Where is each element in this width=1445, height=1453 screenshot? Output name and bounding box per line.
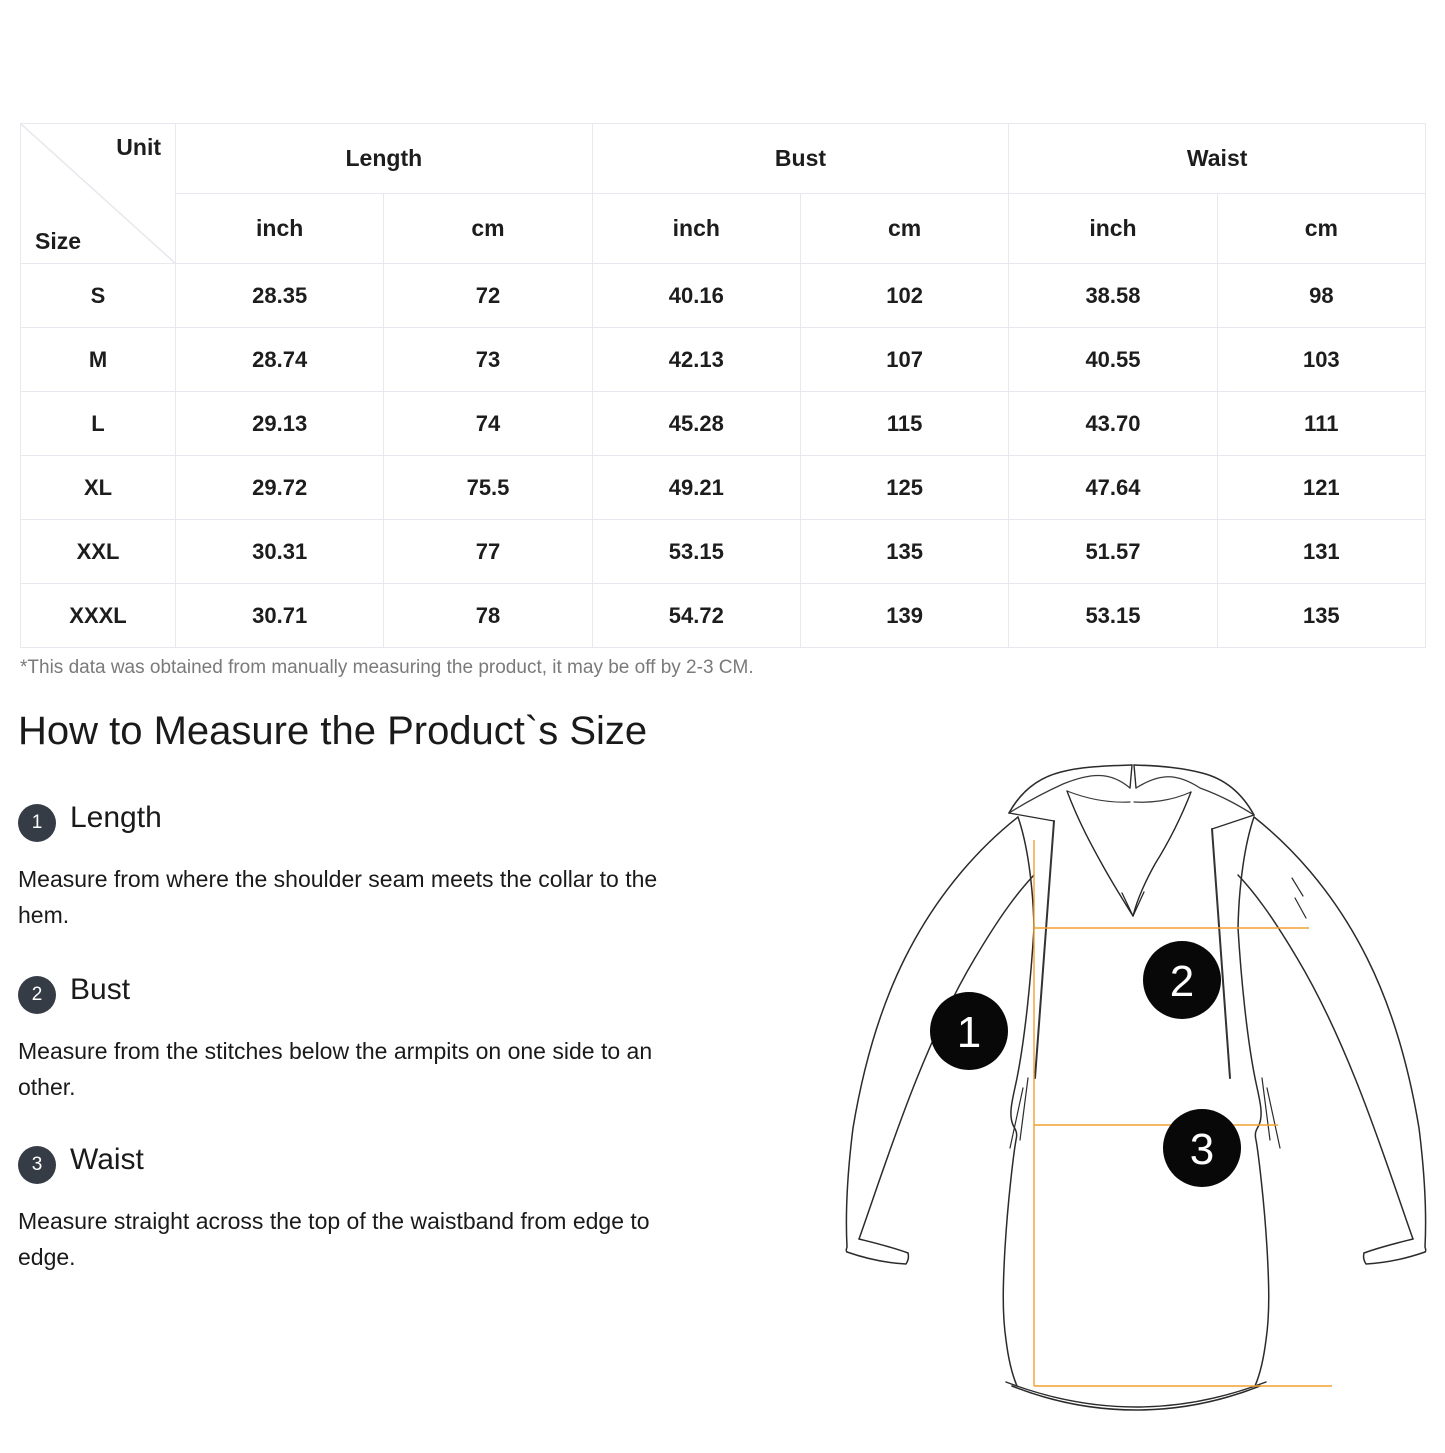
svg-text:3: 3 — [1190, 1125, 1214, 1174]
svg-text:1: 1 — [957, 1008, 981, 1057]
svg-text:2: 2 — [1170, 957, 1194, 1006]
